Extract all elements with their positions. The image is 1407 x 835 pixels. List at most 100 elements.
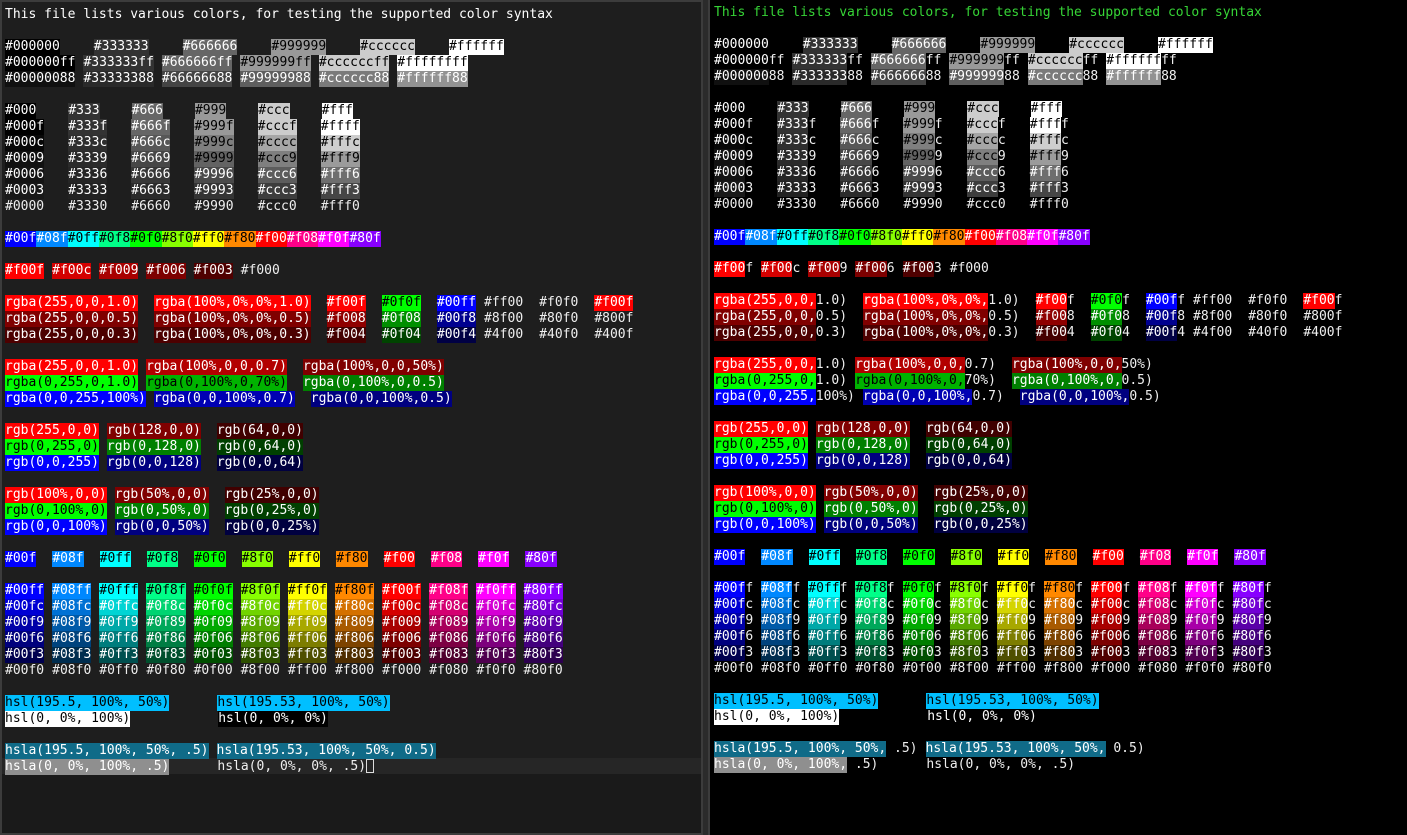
color-swatch: #f08 — [1138, 613, 1170, 629]
alpha-suffix: ff — [1082, 53, 1099, 68]
code-line: rgb(100%,0,0) rgb(50%,0,0) rgb(25%,0,0) — [5, 487, 633, 503]
color-swatch: #f80 — [1043, 613, 1076, 629]
color-swatch: #0ff — [808, 549, 840, 565]
color-swatch: rgb(100%,0,0) — [5, 487, 107, 503]
color-swatch: #8f0 — [870, 229, 902, 245]
color-swatch: #0f8 — [807, 229, 840, 245]
color-swatch: #ff00 — [484, 295, 524, 310]
alpha-suffix: 9 — [886, 613, 895, 628]
code-line: hsl(195.5, 100%, 50%) hsl(195.53, 100%, 5… — [5, 695, 633, 711]
code-line — [5, 343, 633, 359]
color-swatch: #f00f — [5, 263, 45, 279]
alpha-suffix: ff — [1161, 53, 1177, 68]
color-swatch: #666666 — [870, 69, 926, 85]
color-swatch: #0f0c — [193, 599, 233, 615]
alpha-suffix: 9 — [1122, 613, 1131, 628]
code-line: rgb(255,0,0) rgb(128,0,0) rgb(64,0,0) — [5, 423, 633, 439]
color-swatch: rgb(0,0,50%) — [114, 519, 209, 535]
color-swatch: hsl(0, 0%, 100%) — [714, 709, 840, 725]
color-swatch: #666 — [840, 165, 872, 181]
color-swatch: #8f0f — [240, 583, 280, 599]
code-line: #000 #333 #666 #999 #ccc #fff — [714, 101, 1342, 117]
editor-pane-left[interactable]: This file lists various colors, for test… — [0, 0, 703, 835]
alpha-suffix: f — [1075, 581, 1084, 596]
alpha-suffix: f — [839, 581, 848, 596]
color-swatch: #ffffff — [1106, 53, 1162, 69]
color-swatch: #999999 — [980, 37, 1036, 53]
color-swatch: #3339 — [68, 151, 108, 167]
color-swatch: rgb(0,0,255) — [5, 455, 99, 471]
color-swatch: #00f3 — [5, 647, 45, 663]
editor-text-left[interactable]: This file lists various colors, for test… — [5, 7, 634, 775]
alpha-suffix: 3 — [1028, 645, 1036, 660]
color-swatch: #333c — [68, 135, 108, 151]
alpha-suffix: f — [997, 117, 1006, 132]
editor-pane-right[interactable]: This file lists various colors, for test… — [708, 0, 1407, 835]
color-swatch: #333 — [68, 103, 100, 119]
alpha-suffix: 3 — [808, 181, 817, 196]
color-swatch: #0f0 — [1090, 293, 1123, 309]
alpha-suffix: c — [745, 597, 754, 612]
color-swatch: #ff0 — [996, 645, 1029, 661]
alpha-suffix: 88 — [1004, 69, 1020, 84]
color-swatch: #9990 — [194, 199, 234, 214]
color-swatch: #00ff — [5, 583, 45, 599]
alpha-suffix: 0 — [745, 661, 754, 676]
color-swatch: rgba(255,0,0,1.0) — [5, 359, 139, 375]
color-swatch: #f0f — [1185, 645, 1217, 661]
pane-divider[interactable] — [703, 0, 708, 835]
color-swatch: #00f — [1145, 309, 1178, 325]
code-line — [5, 87, 633, 103]
color-swatch: #ffffff — [1157, 37, 1213, 53]
color-swatch: #08f0 — [52, 663, 92, 678]
color-swatch: rgba(0,0,100%, — [1019, 389, 1130, 405]
color-swatch: #80f — [1058, 229, 1090, 245]
color-swatch: #fff — [1029, 165, 1062, 181]
color-swatch: rgba(100%,0%,0%,1.0) — [154, 295, 311, 311]
color-swatch: #00f — [714, 597, 746, 613]
color-swatch: #3336 — [68, 167, 108, 183]
color-swatch: #8f0 — [161, 231, 193, 247]
color-swatch: #8f0 — [949, 645, 982, 661]
color-swatch: rgb(0,128,0) — [815, 437, 910, 453]
editor-text-right[interactable]: This file lists various colors, for test… — [714, 5, 1342, 773]
alpha-suffix: 3 — [933, 645, 942, 660]
color-swatch: #00f — [714, 629, 746, 645]
color-swatch: hsla(0, 0%, 0%, .5) — [217, 759, 367, 774]
color-swatch: #00f0 — [5, 663, 45, 678]
color-swatch: #f00 — [1091, 629, 1123, 645]
alpha-suffix: 0 — [1028, 661, 1036, 676]
code-line: #0003 #3333 #6663 #9993 #ccc3 #fff3 — [714, 181, 1342, 197]
color-swatch: #333 — [777, 197, 809, 212]
alpha-suffix: 0 — [745, 197, 754, 212]
color-swatch: #f0f9 — [476, 615, 516, 631]
alpha-suffix: 1.0) — [815, 373, 848, 388]
color-swatch: #0f8 — [855, 597, 887, 613]
color-swatch: #999 — [194, 103, 227, 119]
alpha-suffix: 88 — [925, 69, 942, 84]
color-swatch: rgb(0,64,0) — [216, 439, 303, 455]
color-swatch: rgb(128,0,0) — [815, 421, 910, 437]
color-swatch: #f00 — [855, 261, 887, 277]
color-swatch: rgb(0,50%,0) — [823, 501, 918, 517]
code-line: #000000ff #333333ff #666666ff #999999ff #ccc… — [5, 55, 633, 71]
color-swatch: #f00 — [1092, 549, 1124, 565]
alpha-suffix: 9 — [997, 149, 1006, 164]
color-swatch: #80f — [349, 231, 381, 247]
color-swatch: #f006 — [146, 263, 186, 279]
alpha-suffix: ff — [1004, 53, 1020, 68]
alpha-suffix: 3 — [745, 645, 754, 660]
alpha-suffix: 0 — [1279, 309, 1288, 324]
code-line: rgb(255,0,0) rgb(128,0,0) rgb(64,0,0) — [714, 421, 1342, 437]
color-swatch: #f809 — [334, 615, 375, 631]
code-line: hsla(0, 0%, 100%, .5) hsla(0, 0%, 0%, .5) — [714, 757, 1342, 773]
code-line: rgba(255,0,0,1.0) rgba(100%,0%,0%,1.0) #f0… — [5, 295, 634, 311]
alpha-suffix: f — [871, 117, 880, 132]
alpha-suffix: 6 — [808, 165, 817, 180]
color-swatch: rgb(64,0,0) — [925, 421, 1012, 437]
color-swatch: rgb(0,0,25%) — [224, 519, 319, 535]
color-swatch: hsl(195.5, 100%, 50%) — [5, 695, 170, 711]
color-swatch: #0f8c — [146, 599, 186, 615]
alpha-suffix: f — [1169, 581, 1178, 596]
code-line — [714, 725, 1342, 741]
